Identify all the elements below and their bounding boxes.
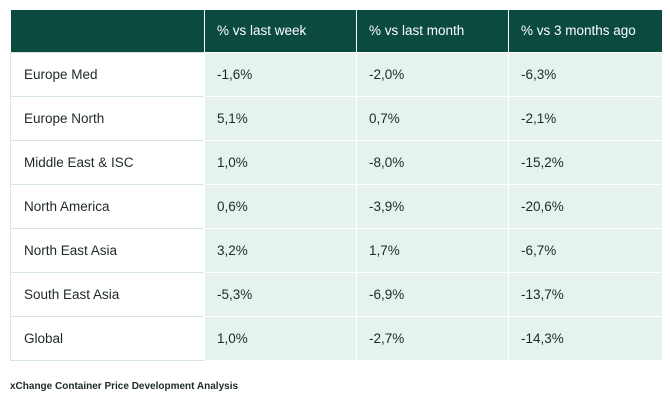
region-label: North East Asia xyxy=(10,227,205,272)
region-label: North America xyxy=(10,183,205,228)
value-vs-last-week: -1,6% xyxy=(204,51,357,96)
value-vs-last-month: 0,7% xyxy=(356,95,509,140)
region-label: South East Asia xyxy=(10,271,205,316)
header-row: % vs last week % vs last month % vs 3 mo… xyxy=(10,10,662,52)
region-label: Global xyxy=(10,315,205,361)
table-row: North America 0,6% -3,9% -20,6% xyxy=(10,183,662,228)
value-vs-3-months-ago: -13,7% xyxy=(508,271,662,316)
value-vs-3-months-ago: -14,3% xyxy=(508,315,662,360)
value-vs-last-month: -2,7% xyxy=(356,315,509,360)
table-header: % vs last week % vs last month % vs 3 mo… xyxy=(10,10,662,52)
value-vs-3-months-ago: -20,6% xyxy=(508,183,662,228)
value-vs-3-months-ago: -2,1% xyxy=(508,95,662,140)
value-vs-last-week: 1,0% xyxy=(204,315,357,360)
value-vs-last-week: 0,6% xyxy=(204,183,357,228)
region-label: Europe Med xyxy=(10,51,205,96)
value-vs-last-month: -3,9% xyxy=(356,183,509,228)
table-row: Europe North 5,1% 0,7% -2,1% xyxy=(10,95,662,140)
header-vs-3-months-ago: % vs 3 months ago xyxy=(508,10,662,52)
value-vs-last-week: 5,1% xyxy=(204,95,357,140)
table-row: Global 1,0% -2,7% -14,3% xyxy=(10,315,662,361)
table-row: South East Asia -5,3% -6,9% -13,7% xyxy=(10,271,662,316)
value-vs-last-week: 1,0% xyxy=(204,139,357,184)
table-caption: xChange Container Price Development Anal… xyxy=(10,381,239,392)
table-row: Middle East & ISC 1,0% -8,0% -15,2% xyxy=(10,139,662,184)
value-vs-last-month: 1,7% xyxy=(356,227,509,272)
value-vs-3-months-ago: -15,2% xyxy=(508,139,662,184)
table-row: North East Asia 3,2% 1,7% -6,7% xyxy=(10,227,662,272)
value-vs-last-week: 3,2% xyxy=(204,227,357,272)
header-vs-last-month: % vs last month xyxy=(356,10,509,52)
value-vs-last-week: -5,3% xyxy=(204,271,357,316)
header-vs-last-week: % vs last week xyxy=(204,10,357,52)
price-development-table-container: % vs last week % vs last month % vs 3 mo… xyxy=(10,10,662,361)
region-label: Middle East & ISC xyxy=(10,139,205,184)
value-vs-3-months-ago: -6,7% xyxy=(508,227,662,272)
value-vs-last-month: -6,9% xyxy=(356,271,509,316)
table-row: Europe Med -1,6% -2,0% -6,3% xyxy=(10,51,662,96)
table-body: Europe Med -1,6% -2,0% -6,3% Europe Nort… xyxy=(10,51,662,361)
price-development-table: % vs last week % vs last month % vs 3 mo… xyxy=(10,10,662,361)
value-vs-last-month: -8,0% xyxy=(356,139,509,184)
header-region xyxy=(11,10,205,52)
value-vs-3-months-ago: -6,3% xyxy=(508,51,662,96)
region-label: Europe North xyxy=(10,95,205,140)
value-vs-last-month: -2,0% xyxy=(356,51,509,96)
